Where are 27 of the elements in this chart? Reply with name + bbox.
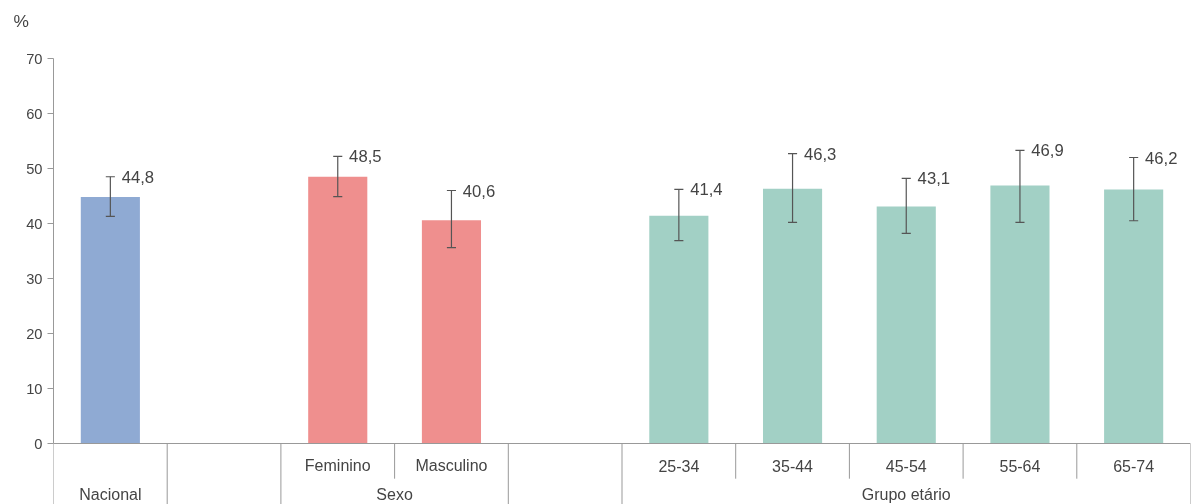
- data-label: 43,1: [917, 169, 951, 189]
- data-label: 46,3: [803, 144, 837, 164]
- y-tick-label: 50: [26, 160, 43, 177]
- data-label: 46,2: [1145, 148, 1178, 168]
- data-label: 48,5: [349, 147, 382, 167]
- x-tick-label: Feminino: [304, 457, 371, 474]
- data-label: 44,8: [121, 167, 155, 187]
- data-label: 40,6: [462, 181, 496, 201]
- y-tick-label: 20: [26, 325, 43, 342]
- x-tick-label: 25-34: [658, 457, 700, 475]
- y-tick-label: 10: [26, 380, 43, 397]
- x-tick-label: 45-54: [885, 457, 927, 475]
- x-tick-label: 65-74: [1113, 457, 1155, 475]
- text: Sexo: [376, 486, 413, 503]
- data-label: 41,4: [690, 180, 723, 200]
- text: Grupo etário: [861, 486, 951, 503]
- data-label: 46,9: [1031, 141, 1064, 161]
- x-tick-label: 55-64: [999, 457, 1041, 475]
- y-axis-title: %: [13, 11, 29, 31]
- y-tick-label: 60: [26, 105, 43, 122]
- x-tick-label: Masculino: [415, 457, 488, 474]
- y-tick-label: 40: [26, 215, 43, 232]
- y-tick-label: 70: [26, 50, 43, 67]
- y-tick-label: 0: [34, 435, 43, 452]
- x-tick-label: 35-44: [772, 457, 814, 475]
- y-tick-label: 30: [26, 270, 43, 287]
- text: Nacional: [79, 486, 142, 503]
